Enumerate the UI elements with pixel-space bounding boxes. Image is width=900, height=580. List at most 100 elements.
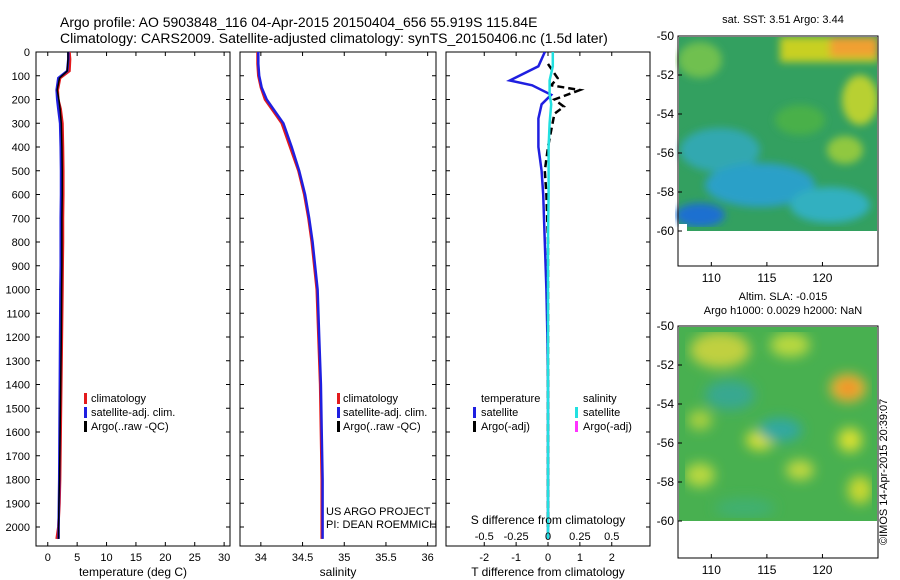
y-tick-label: 2000 <box>6 522 30 534</box>
map-y-tick-label: -52 <box>657 68 675 82</box>
temperature-panel: 0100200300400500600700800900100011001200… <box>6 47 231 564</box>
y-tick-label: 600 <box>12 190 30 202</box>
x-tick-label: 2 <box>609 552 615 564</box>
legend-swatch-climatology <box>337 393 340 404</box>
legend-label-satellite: satellite-adj. clim. <box>343 407 427 419</box>
x-tick-label: 20 <box>159 552 171 564</box>
legend-swatch-satellite <box>337 407 340 418</box>
y-tick-label: 1900 <box>6 498 30 510</box>
map-y-tick-label: -60 <box>657 514 675 528</box>
y-tick-label: 1000 <box>6 285 30 297</box>
y-tick-label: 0 <box>24 47 30 59</box>
legend-swatch-satellite <box>84 407 87 418</box>
salinity-xlabel: salinity <box>320 565 357 579</box>
map-x-tick-label: 115 <box>757 271 776 285</box>
x-tick-label: 10 <box>100 552 112 564</box>
y-tick-label: 200 <box>12 95 30 107</box>
legend-swatch-s-satellite <box>575 407 578 418</box>
x-tick-label: 25 <box>189 552 201 564</box>
series-satellite-adj-clim- <box>257 52 324 539</box>
y-tick-label: 1300 <box>6 356 30 368</box>
project-pi: PI: DEAN ROEMMICH <box>326 519 438 531</box>
legend-label-climatology: climatology <box>343 393 399 405</box>
y-tick-label: 1100 <box>6 308 30 320</box>
y-tick-label: 1500 <box>6 403 30 415</box>
y-tick-label: 900 <box>12 261 30 273</box>
difference-legend: temperature satellite Argo(-adj) salinit… <box>473 393 632 433</box>
y-tick-label: 1800 <box>6 475 30 487</box>
x-tick-label-top: -0.25 <box>504 531 529 543</box>
height-label: Argo h1000: 0.0029 h2000: NaN <box>703 305 863 317</box>
y-tick-label: 100 <box>12 71 30 83</box>
x-tick-label-top: 0.25 <box>569 531 590 543</box>
map-y-tick-label: -58 <box>657 475 675 489</box>
salinity-axes-box <box>239 51 437 547</box>
x-tick-label-top: 0 <box>545 531 551 543</box>
map-x-tick-label: 115 <box>757 563 776 577</box>
y-tick-label: 1200 <box>6 332 30 344</box>
y-tick-label: 800 <box>12 237 30 249</box>
legend-label-argo: Argo(..raw -QC) <box>343 421 421 433</box>
y-tick-label: 1700 <box>6 451 30 463</box>
x-tick-label: -2 <box>479 552 489 564</box>
salinity-panel: 34 34.5 35 35.5 36 <box>239 51 437 564</box>
temperature-axes-box <box>35 51 231 547</box>
temperature-xlabel: temperature (deg C) <box>79 565 187 579</box>
legend-swatch-s-argo <box>575 421 578 432</box>
series-argo <box>56 52 69 539</box>
x-tick-label: 35 <box>338 552 350 564</box>
title-line-1: Argo profile: AO 5903848_116 04-Apr-2015… <box>60 14 538 30</box>
legend-swatch-t-satellite <box>473 407 476 418</box>
temperature-legend: climatology satellite-adj. clim. Argo(..… <box>84 393 175 433</box>
x-tick-label: 1 <box>577 552 583 564</box>
map-y-tick-label: -54 <box>657 397 675 411</box>
legend-label-satellite: satellite-adj. clim. <box>91 407 175 419</box>
difference-panel: -2 -1 0 1 2 -0.5 -0.25 0 0.25 0.5 <box>445 51 651 564</box>
y-tick-label: 1600 <box>6 427 30 439</box>
x-tick-label: 0 <box>45 552 51 564</box>
map-y-tick-label: -50 <box>657 319 675 333</box>
x-tick-label: -1 <box>511 552 521 564</box>
y-tick-label: 500 <box>12 166 30 178</box>
x-tick-label: 34.5 <box>292 552 313 564</box>
sla-map-axes: 110 115 120 -50 -52 -54 -56 -58 -60 <box>657 319 833 577</box>
legend-label-t-satellite: satellite <box>481 407 518 419</box>
y-tick-label: 400 <box>12 142 30 154</box>
map-x-tick-label: 110 <box>702 271 721 285</box>
legend-label-argo: Argo(..raw -QC) <box>91 421 169 433</box>
x-tick-label: 34 <box>255 552 267 564</box>
sla-map-title: Altim. SLA: -0.015 <box>738 291 828 303</box>
map-y-tick-label: -52 <box>657 358 675 372</box>
legend-label-climatology: climatology <box>91 393 147 405</box>
x-tick-label: 30 <box>218 552 230 564</box>
x-tick-label: 15 <box>130 552 142 564</box>
legend-swatch-climatology <box>84 393 87 404</box>
credit-stamp: ©IMOS 14-Apr-2015 20:39:07 <box>878 398 890 545</box>
sla-map: 110 115 120 -50 -52 -54 -56 -58 -60 <box>657 319 879 577</box>
s-diff-xlabel: S difference from climatology <box>471 513 626 527</box>
sst-map-title: sat. SST: 3.51 Argo: 3.44 <box>722 14 844 26</box>
x-tick-label: 35.5 <box>375 552 396 564</box>
sst-map: 110 115 120 -50 -52 -54 -56 -58 -60 <box>657 29 879 285</box>
series-climatology <box>256 52 323 539</box>
legend-label-s-satellite: satellite <box>583 407 620 419</box>
x-tick-label: 0 <box>545 552 551 564</box>
map-y-tick-label: -56 <box>657 436 675 450</box>
sst-map-field <box>675 37 878 231</box>
sst-map-axes: 110 115 120 -50 -52 -54 -56 -58 -60 <box>657 29 833 285</box>
t-diff-xlabel: T difference from climatology <box>471 565 625 579</box>
y-tick-label: 300 <box>12 118 30 130</box>
map-x-tick-label: 120 <box>812 563 832 577</box>
legend-swatch-argo <box>337 421 340 432</box>
x-tick-label: 36 <box>422 552 434 564</box>
salinity-legend: climatology satellite-adj. clim. Argo(..… <box>337 393 427 433</box>
map-y-tick-label: -60 <box>657 224 675 238</box>
map-y-tick-label: -56 <box>657 146 675 160</box>
sla-map-field <box>679 327 877 521</box>
x-tick-label-top: 0.5 <box>604 531 619 543</box>
y-tick-label: 1400 <box>6 380 30 392</box>
legend-label-s-argo: Argo(-adj) <box>583 421 632 433</box>
project-name: US ARGO PROJECT <box>326 506 431 518</box>
x-tick-label: 5 <box>74 552 80 564</box>
